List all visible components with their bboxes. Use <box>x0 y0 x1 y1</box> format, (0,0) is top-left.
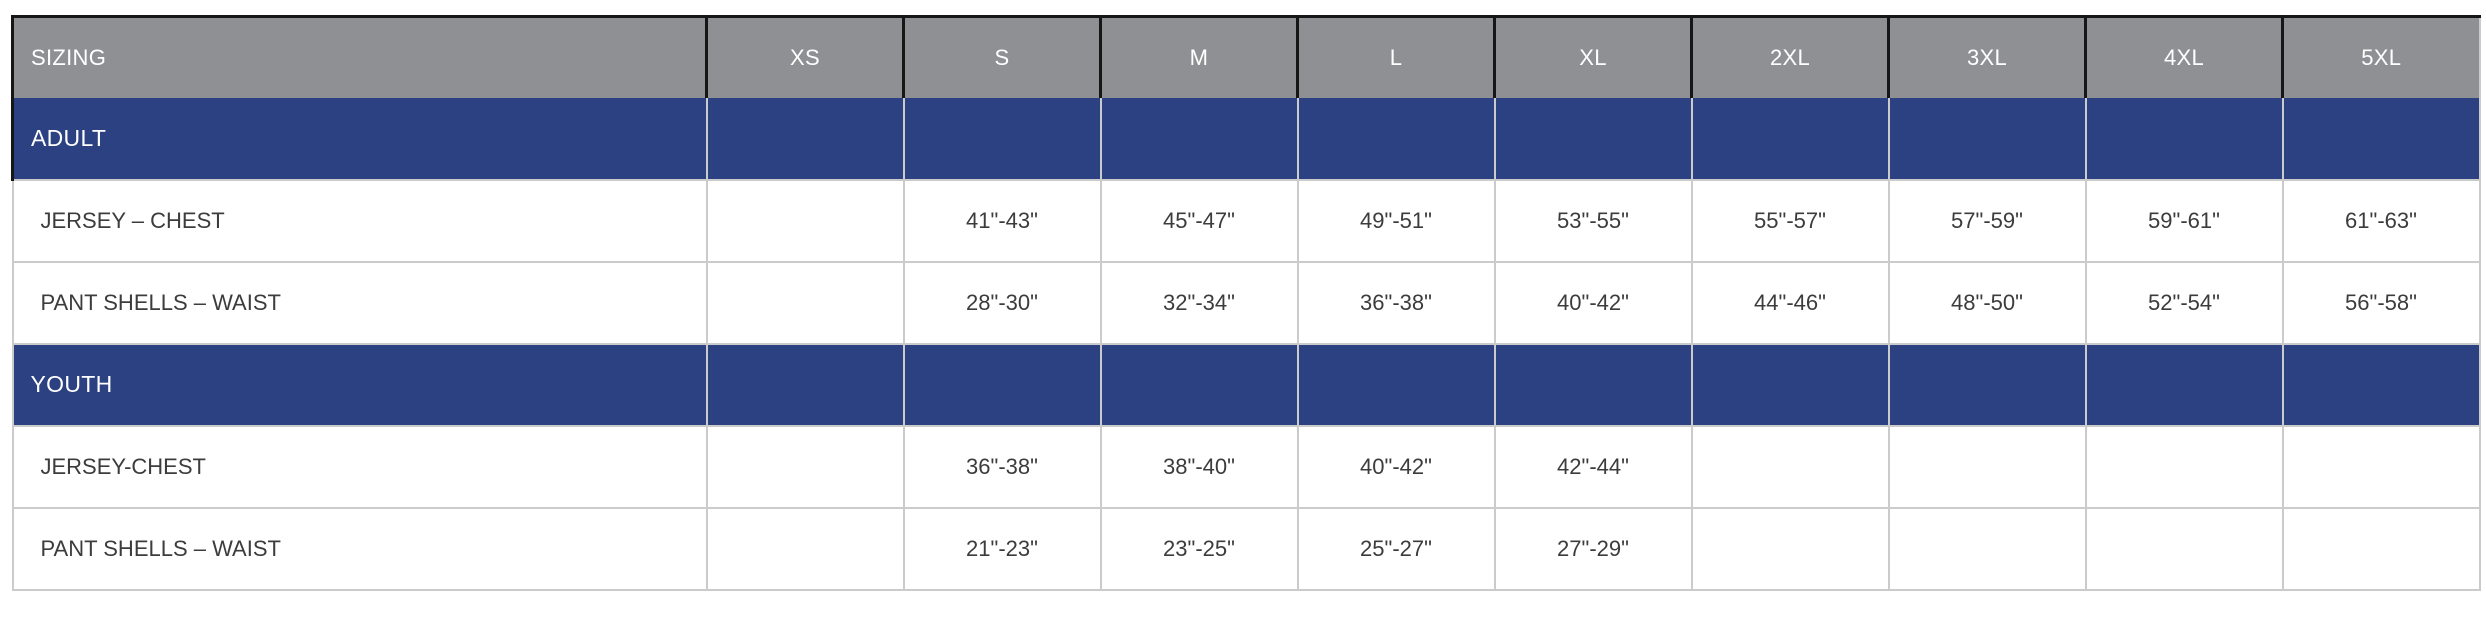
column-header-5xl: 5XL <box>2281 15 2481 98</box>
section-label-youth: YOUTH <box>11 343 708 426</box>
column-header-3xl: 3XL <box>1887 15 2086 98</box>
cell-value: 32"-34" <box>1099 260 1299 345</box>
empty-cell <box>1296 343 1496 426</box>
column-header-4xl: 4XL <box>2084 15 2283 98</box>
empty-cell <box>2084 97 2284 180</box>
cell-value: 21"-23" <box>902 506 1102 591</box>
row-label: JERSEY-CHEST <box>11 424 708 509</box>
cell-value: 55"-57" <box>1690 178 1890 263</box>
empty-cell <box>2084 343 2284 426</box>
empty-cell <box>1690 97 1890 180</box>
empty-cell <box>705 97 905 180</box>
empty-cell <box>1099 97 1299 180</box>
cell-value: 36"-38" <box>1296 260 1496 345</box>
cell-value <box>705 260 905 345</box>
table-row-adult-jersey-chest: JERSEY – CHEST 41"-43" 45"-47" 49"-51" 5… <box>11 178 2481 263</box>
section-label-adult: ADULT <box>11 97 708 180</box>
column-header-xl: XL <box>1493 15 1692 98</box>
empty-cell <box>2281 97 2481 180</box>
cell-value: 28"-30" <box>902 260 1102 345</box>
row-label: PANT SHELLS – WAIST <box>11 506 708 591</box>
cell-value <box>2084 506 2284 591</box>
cell-value: 48"-50" <box>1887 260 2087 345</box>
empty-cell <box>1887 97 2087 180</box>
cell-value: 42"-44" <box>1493 424 1693 509</box>
section-row-adult: ADULT <box>11 97 2481 180</box>
sizing-table: SIZING XS S M L XL 2XL 3XL 4XL 5XL ADULT <box>11 15 2481 591</box>
cell-value: 40"-42" <box>1493 260 1693 345</box>
cell-value: 27"-29" <box>1493 506 1693 591</box>
empty-cell <box>1690 343 1890 426</box>
empty-cell <box>1887 343 2087 426</box>
cell-value <box>1887 424 2087 509</box>
cell-value <box>705 424 905 509</box>
cell-value: 45"-47" <box>1099 178 1299 263</box>
cell-value: 53"-55" <box>1493 178 1693 263</box>
table-header-row: SIZING XS S M L XL 2XL 3XL 4XL 5XL <box>11 15 2481 98</box>
cell-value: 59"-61" <box>2084 178 2284 263</box>
sizing-chart: SIZING XS S M L XL 2XL 3XL 4XL 5XL ADULT <box>11 15 2481 591</box>
column-header-xs: XS <box>705 15 904 98</box>
cell-value: 25"-27" <box>1296 506 1496 591</box>
column-header-s: S <box>902 15 1101 98</box>
empty-cell <box>1099 343 1299 426</box>
table-row-youth-pant-shells-waist: PANT SHELLS – WAIST 21"-23" 23"-25" 25"-… <box>11 506 2481 591</box>
empty-cell <box>2281 343 2481 426</box>
empty-cell <box>902 343 1102 426</box>
table-row-youth-jersey-chest: JERSEY-CHEST 36"-38" 38"-40" 40"-42" 42"… <box>11 424 2481 509</box>
column-header-m: M <box>1099 15 1298 98</box>
cell-value: 36"-38" <box>902 424 1102 509</box>
column-header-sizing: SIZING <box>11 15 707 98</box>
cell-value <box>705 506 905 591</box>
cell-value <box>1887 506 2087 591</box>
cell-value: 52"-54" <box>2084 260 2284 345</box>
section-row-youth: YOUTH <box>11 343 2481 426</box>
row-label: JERSEY – CHEST <box>11 178 708 263</box>
cell-value: 56"-58" <box>2281 260 2481 345</box>
cell-value <box>2084 424 2284 509</box>
cell-value <box>1690 506 1890 591</box>
cell-value: 38"-40" <box>1099 424 1299 509</box>
cell-value <box>2281 506 2481 591</box>
cell-value: 57"-59" <box>1887 178 2087 263</box>
empty-cell <box>705 343 905 426</box>
cell-value <box>1690 424 1890 509</box>
column-header-2xl: 2XL <box>1690 15 1889 98</box>
table-row-adult-pant-shells-waist: PANT SHELLS – WAIST 28"-30" 32"-34" 36"-… <box>11 260 2481 345</box>
cell-value <box>2281 424 2481 509</box>
empty-cell <box>1296 97 1496 180</box>
row-label: PANT SHELLS – WAIST <box>11 260 708 345</box>
cell-value: 41"-43" <box>902 178 1102 263</box>
cell-value: 23"-25" <box>1099 506 1299 591</box>
empty-cell <box>1493 343 1693 426</box>
empty-cell <box>1493 97 1693 180</box>
column-header-l: L <box>1296 15 1495 98</box>
cell-value: 40"-42" <box>1296 424 1496 509</box>
cell-value: 44"-46" <box>1690 260 1890 345</box>
cell-value <box>705 178 905 263</box>
empty-cell <box>902 97 1102 180</box>
cell-value: 49"-51" <box>1296 178 1496 263</box>
cell-value: 61"-63" <box>2281 178 2481 263</box>
